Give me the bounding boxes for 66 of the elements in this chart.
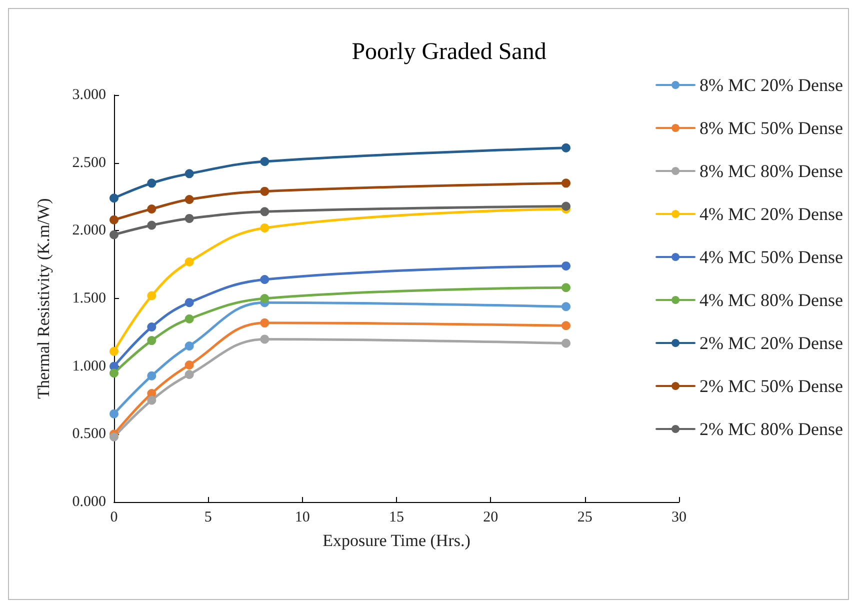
x-tick-label: 20 [483,510,498,526]
point [147,220,156,230]
point [562,302,570,312]
point [110,346,118,356]
point [260,275,270,284]
point [562,143,570,152]
point [110,409,118,418]
point [184,298,194,308]
x-tick-label: 10 [294,510,310,526]
point [562,261,570,270]
point [110,215,118,224]
point [184,194,194,204]
point [260,318,270,328]
y-tick-label: 3.000 [72,87,106,103]
legend-label: 8% MC 20% Dense [700,75,844,95]
x-axis-title: Exposure Time (Hrs.) [322,531,470,550]
point [184,314,194,324]
point [562,321,570,330]
point [260,207,270,216]
y-tick-label: 1.500 [72,290,106,306]
point [562,338,570,348]
point [260,294,270,303]
legend-label: 4% MC 50% Dense [700,247,844,267]
point [110,432,118,442]
point [110,368,118,378]
legend-label: 2% MC 50% Dense [700,376,844,396]
point [147,291,156,300]
point [562,178,570,188]
x-tick-label: 0 [110,510,118,526]
point [184,341,194,350]
point [184,169,194,178]
point [260,156,270,166]
point [147,178,156,188]
point [147,371,156,380]
point [147,204,156,214]
y-tick-label: 1.000 [72,358,106,374]
point [147,336,156,346]
point [147,322,156,332]
legend-label: 4% MC 80% Dense [700,290,844,310]
point [184,360,194,370]
x-tick-label: 15 [389,510,404,526]
y-tick-label: 0.500 [72,426,106,442]
legend-label: 8% MC 50% Dense [700,118,844,138]
point [260,334,270,344]
x-tick-label: 30 [672,510,686,526]
legend-label: 8% MC 80% Dense [700,161,844,181]
point [184,214,194,223]
point [260,223,270,232]
point [562,283,570,292]
point [147,396,156,405]
point [110,230,118,240]
y-tick-label: 2.500 [72,154,106,171]
point [184,257,194,266]
y-tick-label: 2.000 [72,222,106,239]
point [562,202,570,211]
legend-label: 2% MC 20% Dense [700,333,844,353]
y-tick-label: 0.000 [72,494,106,510]
legend-label: 4% MC 20% Dense [700,204,844,224]
point [260,186,270,196]
y-axis-title: Thermal Resistivity (K.m/W) [34,198,53,399]
legend-label: 2% MC 80% Dense [700,419,844,439]
point [110,194,118,203]
x-tick-label: 25 [577,510,592,526]
point [184,370,194,379]
chart-title: Poorly Graded Sand [352,39,546,65]
x-tick-label: 5 [204,510,212,526]
